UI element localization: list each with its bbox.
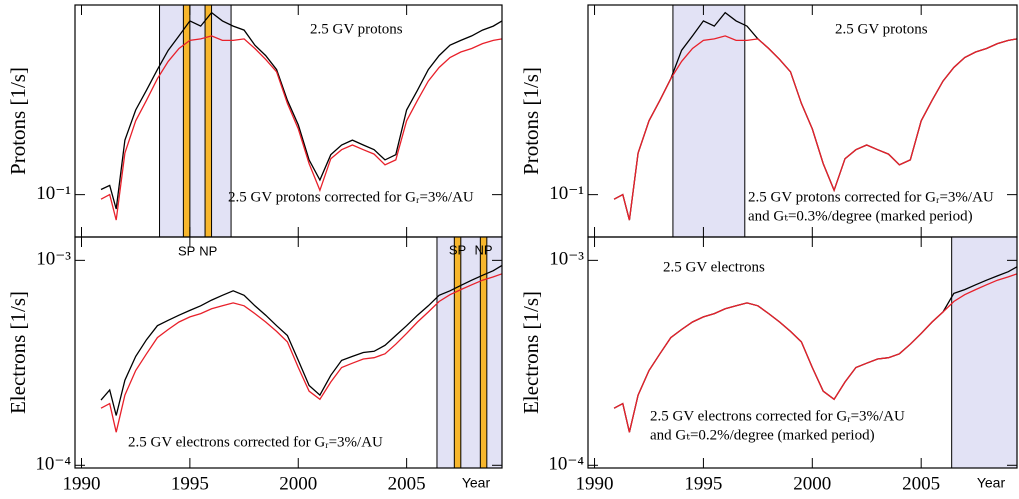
y-axis-label: Protons [1/s] <box>519 67 543 175</box>
annotation: 2.5 GV electrons corrected for Gᵣ=3%/AU <box>650 408 905 424</box>
x-tick-label: 1995 <box>171 473 209 494</box>
series-line <box>100 35 503 221</box>
annotation: and Gₜ=0.2%/degree (marked period) <box>650 427 875 443</box>
y-axis-label: Protons [1/s] <box>6 67 30 175</box>
annotation: 2.5 GV protons corrected for Gᵣ=3%/AU <box>228 189 474 205</box>
y-tick-label: 10⁻⁴ <box>548 454 584 475</box>
y-tick-label: 10⁻¹ <box>549 183 584 204</box>
y-tick-label: 10⁻¹ <box>36 183 71 204</box>
x-tick-label: 2005 <box>902 473 940 494</box>
x-axis-label: Year <box>462 475 491 491</box>
plot-frame <box>74 236 503 469</box>
marker-label: NP <box>475 242 493 257</box>
x-tick-label: 2005 <box>388 473 426 494</box>
x-tick-label: 1990 <box>576 473 614 494</box>
series-line <box>613 273 1018 433</box>
y-tick-label: 10⁻³ <box>36 249 71 270</box>
annotation: 2.5 GV protons corrected for Gᵣ=3%/AU <box>748 189 994 205</box>
x-tick-label: 2000 <box>793 473 831 494</box>
marker-label: SP <box>449 242 466 257</box>
y-axis-label: Electrons [1/s] <box>6 291 30 414</box>
x-tick-label: 1995 <box>684 473 722 494</box>
x-tick-label: 1990 <box>63 473 101 494</box>
series-line <box>100 264 503 416</box>
annotation: 2.5 GV electrons corrected for Gᵣ=3%/AU <box>128 434 383 450</box>
plot-frame <box>587 236 1018 469</box>
x-axis-label: Year <box>977 475 1006 491</box>
pass-marker <box>479 236 488 469</box>
marked-period <box>951 236 1018 469</box>
annotation: 2.5 GV protons <box>310 21 403 37</box>
y-tick-label: 10⁻³ <box>549 249 584 270</box>
annotation: and Gₜ=0.3%/degree (marked period) <box>748 208 973 224</box>
pass-marker <box>204 4 213 238</box>
series-line <box>100 273 503 433</box>
marked-period <box>672 4 746 238</box>
y-axis-label: Electrons [1/s] <box>519 291 543 414</box>
x-tick-label: 2000 <box>279 473 317 494</box>
pass-marker <box>453 236 462 469</box>
series-line <box>100 11 503 210</box>
pass-marker <box>182 4 191 238</box>
series-line <box>613 35 1018 221</box>
marker-label: NP <box>199 243 217 258</box>
annotation: 2.5 GV protons <box>835 21 928 37</box>
annotation: 2.5 GV electrons <box>663 259 765 275</box>
marker-label: SP <box>178 243 195 258</box>
y-tick-label: 10⁻⁴ <box>35 454 71 475</box>
marked-period <box>159 4 232 238</box>
